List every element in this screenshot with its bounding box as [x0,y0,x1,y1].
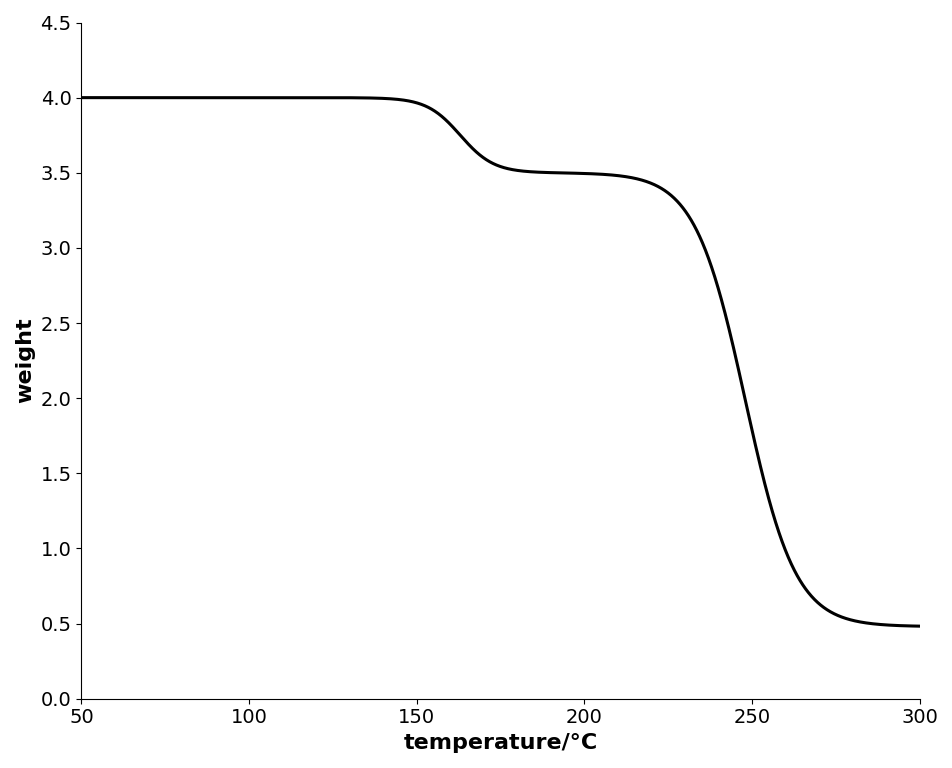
Y-axis label: weight: weight [15,318,35,403]
X-axis label: temperature/°C: temperature/°C [403,733,597,753]
